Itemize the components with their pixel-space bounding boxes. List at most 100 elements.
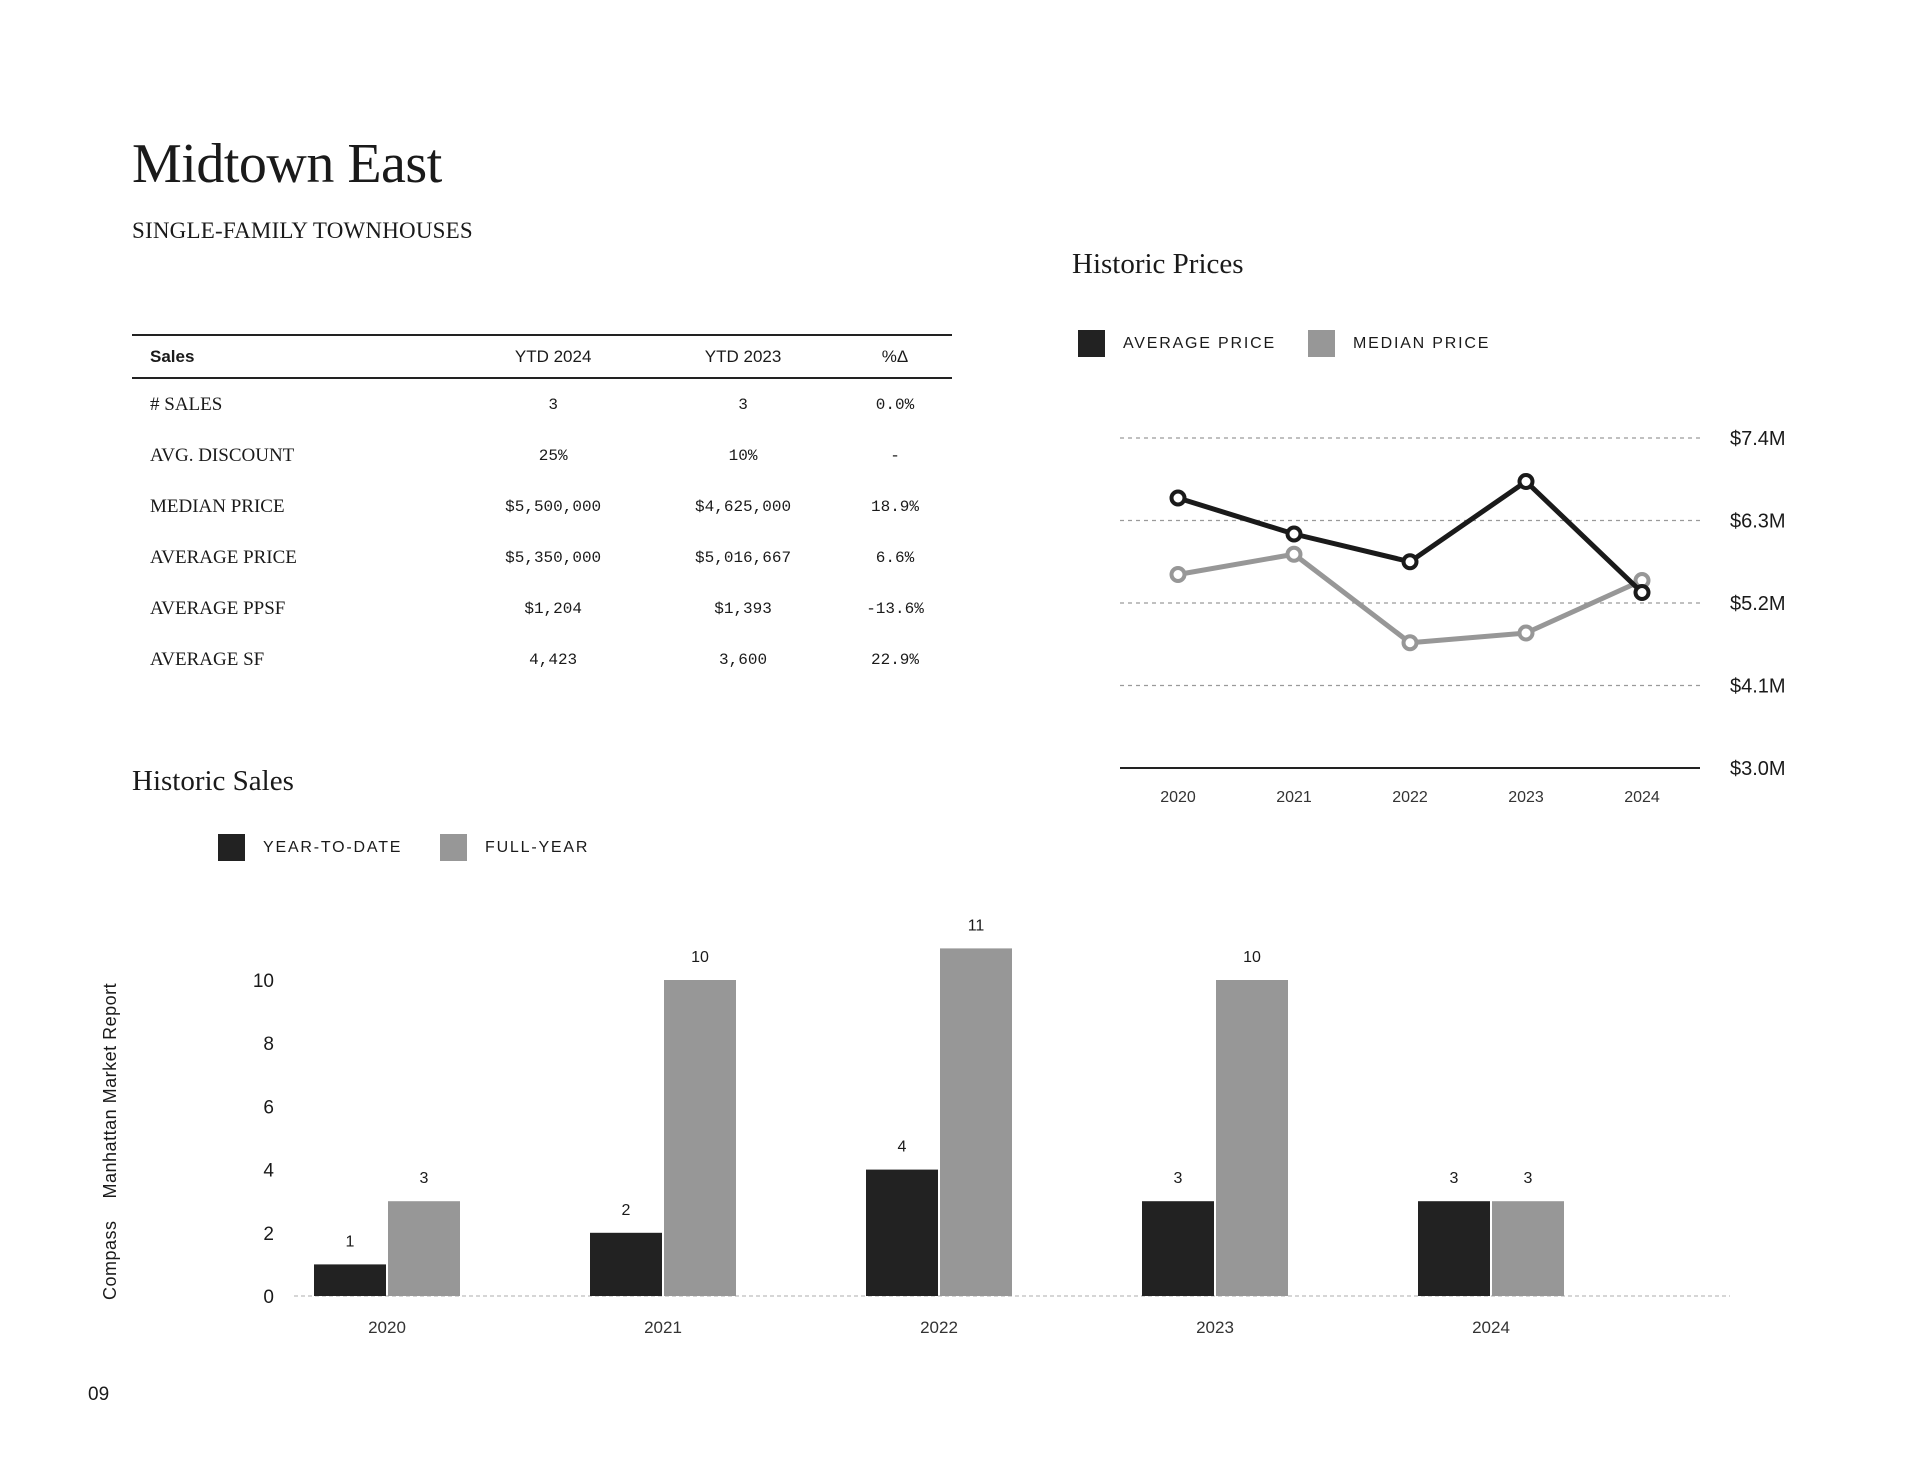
y-tick-label: 0 (263, 1287, 274, 1308)
legend-swatch-year-to-date (218, 834, 245, 861)
table-cell-label: AVERAGE PRICE (150, 546, 297, 568)
table-cell-ytd2023: $5,016,667 (695, 548, 792, 567)
legend-label-average-price: AVERAGE PRICE (1123, 334, 1276, 352)
bar-full-year (940, 948, 1012, 1296)
table-row: AVG. DISCOUNT 25% 10% - (132, 430, 952, 481)
y-tick-label: 4 (263, 1161, 274, 1182)
bar-full-year (664, 980, 736, 1296)
data-label-year-to-date: 4 (898, 1139, 907, 1156)
data-point-median-price (1517, 624, 1535, 642)
x-tick-label: 2020 (1160, 789, 1196, 806)
table-cell-ytd2024: 3 (548, 395, 558, 414)
bar-full-year (388, 1201, 460, 1296)
table-cell-ytd2024: 4,423 (529, 650, 578, 669)
data-point-average-price (1169, 489, 1187, 507)
table-cell-ytd2024: $5,350,000 (505, 548, 602, 567)
table-cell-label: # SALES (150, 393, 223, 415)
data-point-average-price (1517, 473, 1535, 490)
legend-label-median-price: MEDIAN PRICE (1353, 334, 1491, 352)
y-tick-label: 2 (263, 1224, 274, 1245)
x-tick-label: 2020 (368, 1318, 406, 1337)
side-label-brand: Compass (100, 1220, 120, 1300)
table-cell-ytd2023: $4,625,000 (695, 497, 792, 516)
table-header-row: Sales YTD 2024 YTD 2023 %Δ (132, 334, 952, 379)
bar-year-to-date (1418, 1201, 1490, 1296)
bar-year-to-date (1142, 1201, 1214, 1296)
legend-swatch-median-price (1308, 330, 1335, 357)
table-row: AVERAGE SF 4,423 3,600 22.9% (132, 634, 952, 685)
bar-year-to-date (590, 1232, 662, 1296)
legend-year-to-date: YEAR-TO-DATE (218, 834, 402, 861)
column-header-sales: Sales (132, 334, 459, 379)
y-tick-label: $7.4M (1730, 428, 1786, 450)
table-cell-label: AVERAGE PPSF (150, 597, 286, 619)
bar-year-to-date (314, 1264, 386, 1296)
side-label: Compass Manhattan Market Report (100, 983, 121, 1300)
table-row: # SALES 3 3 0.0% (132, 378, 952, 430)
legend-median-price: MEDIAN PRICE (1308, 330, 1490, 357)
historic-sales-chart: 0 2 4 6 8 10 2020 1 3 2021 2 10 2022 4 11 2023 3 10 2024 3 3 (253, 917, 1730, 1337)
column-header-ytd-2023: YTD 2023 (648, 334, 839, 379)
y-tick-label: $4.1M (1730, 676, 1786, 698)
data-point-average-price (1633, 584, 1651, 601)
x-tick-label: 2022 (920, 1318, 958, 1337)
data-label-full-year: 10 (1243, 949, 1261, 966)
legend-full-year: FULL-YEAR (440, 834, 589, 861)
table-cell-label: MEDIAN PRICE (150, 495, 285, 517)
data-label-year-to-date: 3 (1450, 1170, 1459, 1187)
x-tick-label: 2024 (1624, 789, 1660, 806)
table-cell-change: 22.9% (871, 650, 920, 669)
table-row: AVERAGE PRICE $5,350,000 $5,016,667 6.6% (132, 532, 952, 583)
data-label-full-year: 10 (691, 949, 709, 966)
table-cell-ytd2023: 3 (738, 395, 748, 414)
data-point-median-price (1401, 634, 1419, 652)
historic-prices-title: Historic Prices (1072, 248, 1244, 280)
data-point-median-price (1285, 545, 1303, 563)
x-tick-label: 2022 (1392, 789, 1428, 806)
data-point-average-price (1285, 525, 1303, 543)
data-label-year-to-date: 2 (622, 1202, 631, 1219)
bar-full-year (1216, 980, 1288, 1296)
data-label-full-year: 11 (968, 917, 985, 934)
y-tick-label: 10 (253, 971, 274, 992)
legend-label-year-to-date: YEAR-TO-DATE (263, 838, 403, 856)
table-cell-change: 6.6% (875, 548, 915, 567)
table-cell-ytd2024: 25% (538, 446, 568, 465)
legend-swatch-full-year (440, 834, 467, 861)
page-subtitle: SINGLE-FAMILY TOWNHOUSES (132, 218, 473, 243)
table-cell-ytd2024: $1,204 (524, 599, 582, 618)
table-cell-ytd2023: 10% (728, 446, 758, 465)
table-cell-change: 18.9% (871, 497, 920, 516)
table-cell-label: AVERAGE SF (150, 648, 265, 670)
series-line-average-price (1177, 479, 1644, 595)
legend-label-full-year: FULL-YEAR (485, 838, 590, 856)
data-label-full-year: 3 (420, 1170, 429, 1187)
column-header-change: %Δ (838, 334, 952, 379)
x-tick-label: 2021 (1276, 789, 1312, 806)
y-tick-label: $3.0M (1730, 758, 1786, 780)
side-label-report: Manhattan Market Report (100, 982, 120, 1199)
legend-average-price: AVERAGE PRICE (1078, 330, 1276, 357)
data-label-year-to-date: 1 (346, 1233, 355, 1250)
table-cell-change: -13.6% (866, 599, 924, 618)
table-row: AVERAGE PPSF $1,204 $1,393 -13.6% (132, 583, 952, 634)
historic-prices-chart: $3.0M $4.1M $5.2M $6.3M $7.4M 2020 2021 2022 202… (1120, 428, 1786, 806)
y-tick-label: $5.2M (1730, 593, 1786, 615)
bar-full-year (1492, 1201, 1564, 1296)
x-tick-label: 2024 (1472, 1318, 1510, 1337)
data-label-full-year: 3 (1524, 1170, 1533, 1187)
page-number: 09 (88, 1384, 110, 1405)
table-cell-label: AVG. DISCOUNT (150, 444, 295, 466)
table-cell-ytd2023: $1,393 (714, 599, 772, 618)
table-cell-ytd2023: 3,600 (719, 650, 768, 669)
table-cell-ytd2024: $5,500,000 (505, 497, 602, 516)
y-tick-label: 6 (263, 1097, 274, 1118)
x-tick-label: 2021 (644, 1318, 682, 1337)
bar-year-to-date (866, 1169, 938, 1296)
data-point-average-price (1401, 553, 1419, 571)
data-point-median-price (1169, 566, 1187, 583)
sales-table: Sales YTD 2024 YTD 2023 %Δ # SALES 3 3 0.0%… (132, 334, 952, 685)
y-tick-label: 8 (263, 1034, 274, 1055)
historic-sales-title: Historic Sales (132, 765, 294, 797)
legend-swatch-average-price (1078, 330, 1105, 357)
